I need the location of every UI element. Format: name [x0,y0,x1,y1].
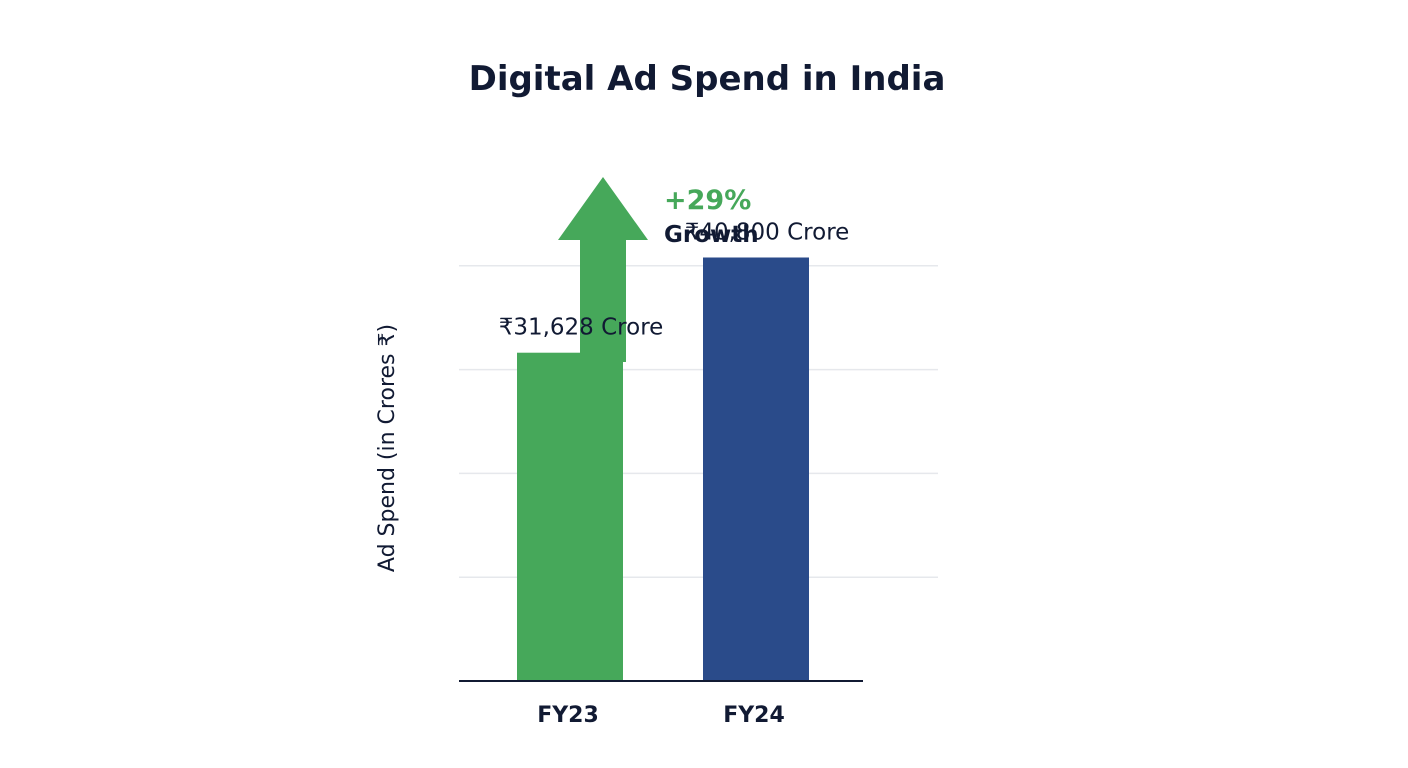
data-label-fy23: ₹31,628 Crore [499,315,664,341]
growth-label: Growth [664,222,759,248]
bar-fy23 [517,352,623,681]
x-tick-label-fy24: FY24 [723,703,785,728]
bars: ₹31,628 Crore FY23 ₹40,800 Crore FY24 [499,219,850,728]
data-label-fy24: ₹40,800 Crore [685,219,850,245]
chart-title: Digital Ad Spend in India [469,59,946,99]
bar-fy24 [703,257,809,681]
x-tick-label-fy23: FY23 [537,703,599,728]
up-arrow-icon [558,177,648,362]
growth-percentage: +29% [664,185,751,216]
y-axis-label: Ad Spend (in Crores ₹) [375,324,400,572]
